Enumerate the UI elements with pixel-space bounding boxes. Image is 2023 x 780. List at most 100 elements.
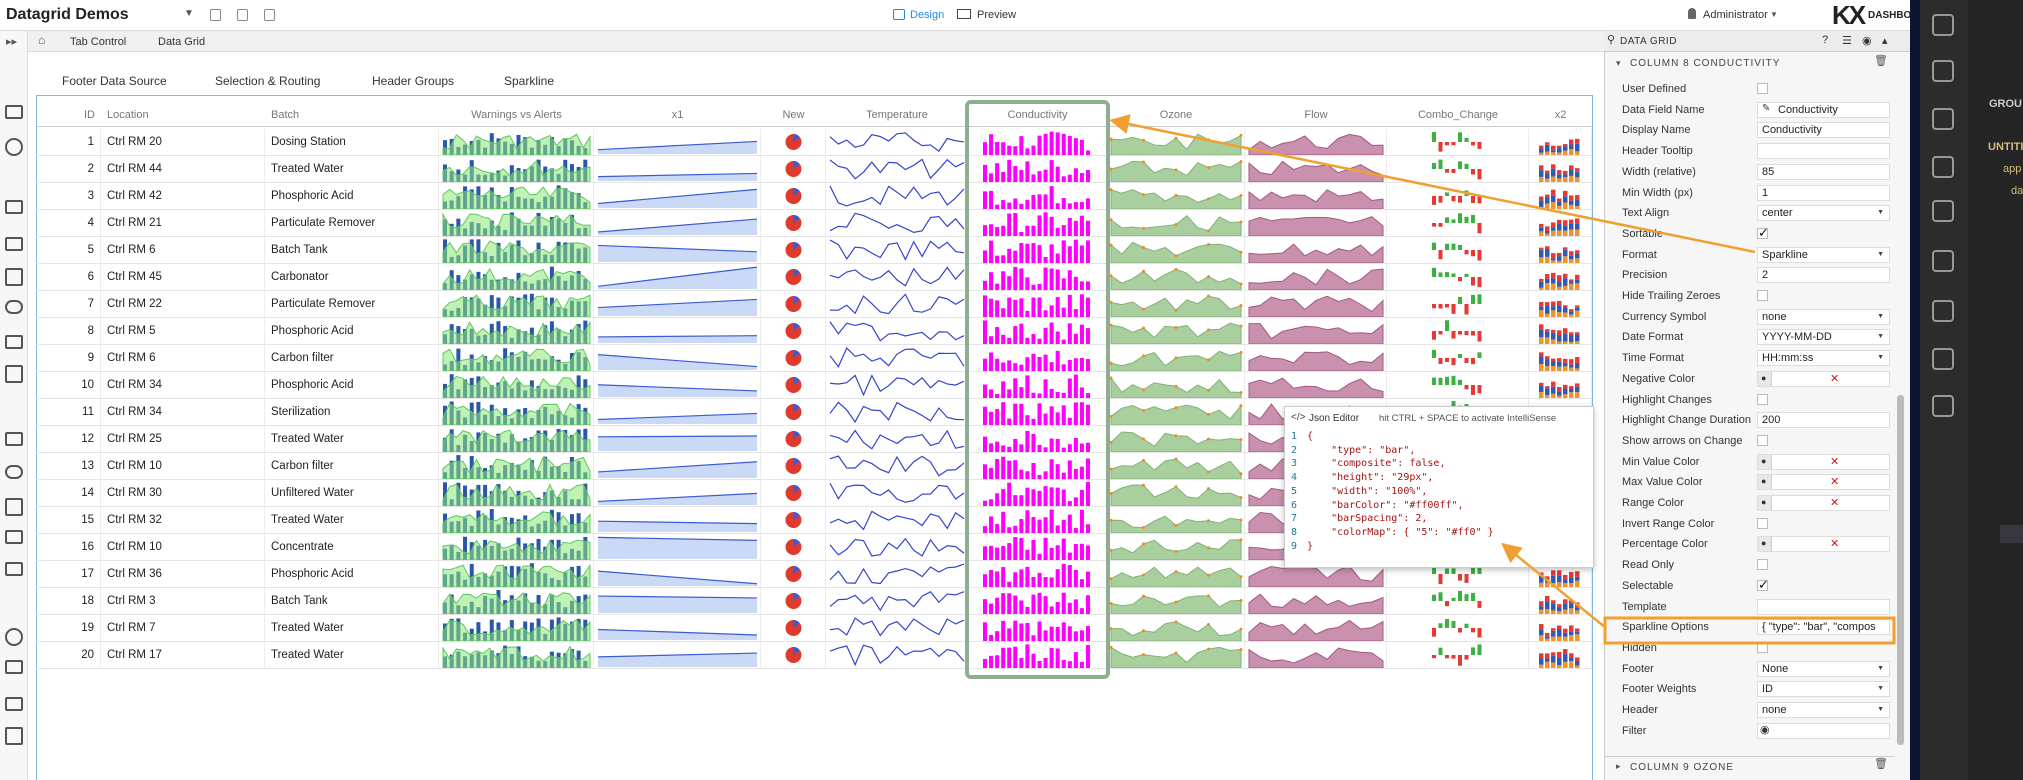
checkbox[interactable]: ✓ [1757, 577, 1769, 592]
tab[interactable]: Footer Data Source [62, 74, 167, 88]
color-picker[interactable]: ● ✕ [1757, 495, 1890, 511]
text-input[interactable]: Conductivity [1757, 122, 1890, 139]
activity-icon[interactable] [1932, 156, 1954, 178]
clear-color[interactable]: ✕ [1830, 538, 1840, 551]
checkbox[interactable] [1757, 290, 1768, 301]
checkbox[interactable] [1757, 393, 1768, 405]
widget-icon[interactable] [5, 365, 23, 383]
user-menu[interactable]: Administrator [1703, 9, 1768, 21]
widget-icon[interactable] [5, 105, 23, 119]
checkbox[interactable] [1757, 517, 1768, 529]
color-picker[interactable]: ● ✕ [1757, 453, 1890, 470]
explorer-item[interactable]: app [2003, 163, 2022, 175]
widget-icon[interactable] [5, 432, 23, 446]
checkbox[interactable] [1757, 559, 1768, 571]
checkbox[interactable] [1757, 434, 1768, 446]
widget-icon[interactable] [5, 498, 23, 516]
color-picker[interactable]: ● ✕ [1757, 370, 1890, 387]
activity-icon[interactable] [1932, 300, 1954, 322]
text-input[interactable]: ✎ Conductivity [1757, 101, 1890, 118]
activity-icon[interactable] [1932, 108, 1954, 130]
color-picker[interactable]: ● ✕ [1757, 536, 1890, 553]
widget-icon[interactable] [5, 530, 23, 544]
column-header[interactable]: Location [107, 109, 149, 121]
column-header[interactable]: x2 [1554, 109, 1567, 121]
undo-icon[interactable] [264, 9, 275, 21]
panel-tool[interactable]: ? [1822, 34, 1829, 46]
text-input[interactable]: 200 [1757, 412, 1890, 429]
section-title[interactable]: COLUMN 9 OZONE [1630, 762, 1735, 773]
filter-input[interactable] [1757, 722, 1890, 739]
clear-color[interactable]: ✕ [1830, 476, 1840, 489]
column-header[interactable]: Ozone [1159, 109, 1193, 121]
widget-icon[interactable] [5, 237, 23, 251]
activity-icon[interactable] [1932, 60, 1954, 82]
clear-color[interactable]: ✕ [1830, 372, 1840, 385]
select-input[interactable]: None ▼ [1757, 660, 1890, 677]
clear-color[interactable]: ✕ [1830, 455, 1840, 468]
preview-button[interactable]: Preview [977, 9, 1017, 21]
widget-icon[interactable] [5, 268, 23, 286]
select-input[interactable]: center ▼ [1757, 205, 1890, 222]
explorer-item[interactable]: UNTITI [1988, 141, 2023, 153]
design-button[interactable]: Design [910, 9, 945, 21]
column-header[interactable]: x1 [671, 109, 684, 121]
checkbox[interactable] [1757, 83, 1768, 94]
text-input[interactable]: 2 [1757, 267, 1890, 284]
select-input[interactable]: none ▼ [1757, 308, 1890, 325]
section-title[interactable]: COLUMN 8 CONDUCTIVITY [1630, 58, 1781, 69]
widget-icon[interactable] [5, 200, 23, 214]
panel-tool[interactable]: ▴ [1882, 35, 1888, 47]
select-input[interactable]: Sparkline ▼ [1757, 246, 1890, 263]
widget-icon[interactable] [5, 628, 23, 646]
activity-icon[interactable] [1932, 250, 1954, 272]
column-header[interactable]: Conductivity [1007, 109, 1068, 121]
delete-section[interactable]: 🗑 [1874, 758, 1888, 770]
new-icon[interactable] [210, 9, 221, 21]
column-header[interactable]: Combo_Change [1417, 109, 1499, 121]
select-input[interactable]: ID ▼ [1757, 681, 1890, 698]
widget-icon[interactable] [5, 465, 23, 479]
text-input[interactable]: 1 [1757, 184, 1890, 201]
widget-icon[interactable] [5, 300, 23, 314]
column-header[interactable]: New [782, 109, 805, 121]
widget-icon[interactable] [5, 697, 23, 711]
column-header[interactable]: Temperature [866, 109, 928, 121]
tab[interactable]: Sparkline [504, 74, 555, 88]
column-header[interactable]: Batch [271, 109, 300, 121]
text-input[interactable]: 85 [1757, 163, 1890, 180]
explorer-item[interactable]: GROU [1989, 98, 2022, 110]
widget-icon[interactable] [5, 335, 23, 349]
widget-icon[interactable] [5, 727, 23, 745]
activity-icon[interactable] [1932, 348, 1954, 370]
delete-section[interactable]: 🗑 [1874, 55, 1888, 67]
tab[interactable]: Header Groups [372, 74, 455, 88]
column-header[interactable]: ID [84, 109, 95, 121]
panel-tool[interactable]: ☰ [1842, 35, 1852, 47]
clear-color[interactable]: ✕ [1830, 497, 1840, 509]
save-icon[interactable] [237, 9, 248, 21]
expand-icon[interactable]: ▸▸ [6, 36, 18, 48]
activity-icon[interactable] [1932, 14, 1954, 36]
widget-icon[interactable] [5, 138, 23, 156]
select-input[interactable]: HH:mm:ss ▼ [1757, 350, 1890, 367]
text-input[interactable] [1757, 143, 1890, 160]
select-input[interactable]: none ▼ [1757, 702, 1890, 718]
color-picker[interactable]: ● ✕ [1757, 474, 1890, 491]
widget-icon[interactable] [5, 562, 23, 576]
panel-tool[interactable]: ◉ [1862, 35, 1872, 47]
text-input[interactable]: { "type": "bar", "compos [1757, 619, 1890, 636]
column-header[interactable]: Flow [1304, 109, 1328, 121]
select-input[interactable]: YYYY-MM-DD ▼ [1757, 329, 1890, 346]
activity-icon[interactable] [1932, 395, 1954, 417]
breadcrumb-item[interactable]: Tab Control [70, 36, 127, 48]
widget-icon[interactable] [5, 660, 23, 674]
explorer-item[interactable]: dat [2011, 185, 2023, 197]
column-header[interactable]: Warnings vs Alerts [471, 109, 562, 121]
home-icon[interactable]: ⌂ [38, 33, 46, 47]
text-input[interactable] [1757, 598, 1890, 615]
activity-icon[interactable] [1932, 200, 1954, 222]
title-dropdown[interactable]: ▼ [184, 8, 194, 19]
checkbox[interactable]: ✓ [1757, 225, 1769, 240]
tab[interactable]: Selection & Routing [215, 74, 321, 88]
